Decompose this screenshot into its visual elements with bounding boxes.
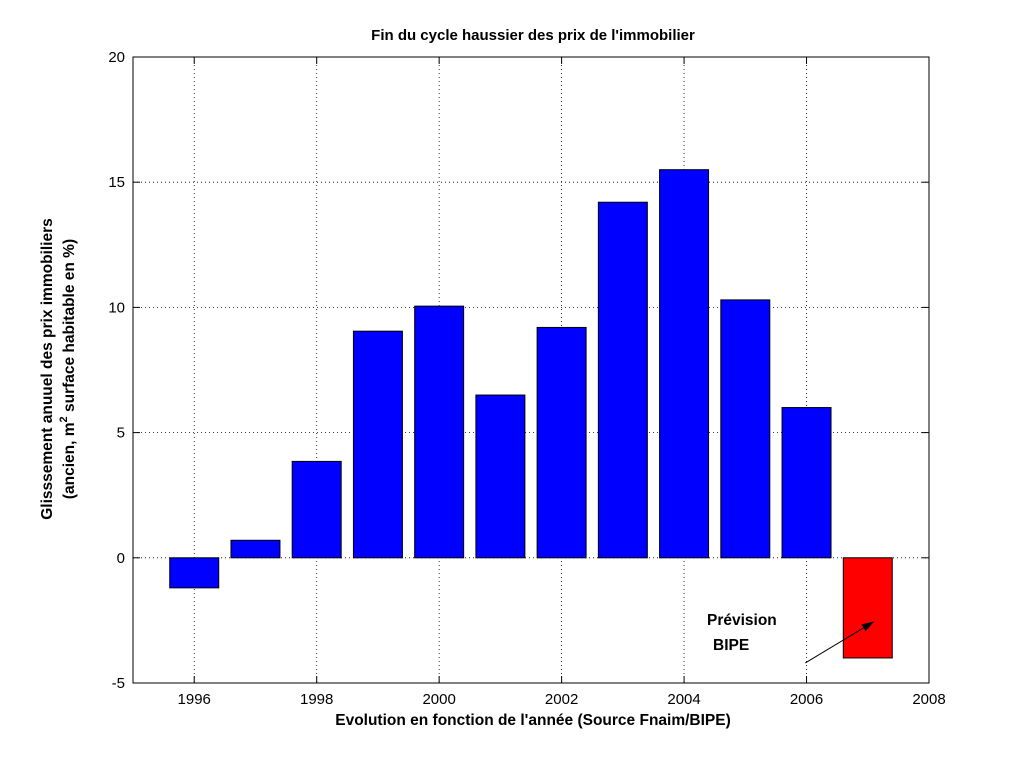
grid-lines [133,56,930,684]
axes-frame [132,56,930,684]
x-tick-label: 2000 [422,691,455,708]
x-tick-label: 2008 [912,691,945,708]
bar-2001 [475,394,526,559]
y-tick-label: -5 [112,675,125,692]
y-axis-label-line2-suffix: surface habitable en %) [61,239,78,416]
bar-2007 [842,557,893,659]
y-axis-label-line2: (ancien, m2 surface habitable en %) [58,239,78,499]
annotation-line1: Prévision [707,612,777,629]
x-tick-label: 2006 [790,691,823,708]
y-axis-label: Glisssement anuuel des prix immobiliers … [39,218,78,520]
bar-1997 [230,539,281,559]
axis-ticks: 1996 1998 2000 2002 2004 2006 2008 -5 0 5 10 15 20 [108,49,945,708]
annotation-arrow-head [861,621,874,632]
y-axis-label-superscript: 2 [58,416,70,422]
x-tick-label: 1998 [300,691,333,708]
y-tick-label: 15 [108,174,125,191]
bar-2002 [536,326,587,559]
bar-2000 [414,305,465,559]
forecast-annotation: Prévision BIPE [707,612,875,664]
y-tick-label: 0 [117,550,125,567]
y-tick-label: 10 [108,299,125,316]
bar-2006 [781,407,832,559]
bar-1999 [352,330,403,559]
bar-1998 [291,460,342,559]
x-axis-label: Evolution en fonction de l'année (Source… [335,712,731,729]
x-tick-label: 1996 [178,691,211,708]
y-axis-label-line1: Glisssement anuuel des prix immobiliers [39,218,56,520]
x-tick-label: 2004 [667,691,700,708]
annotation-line2: BIPE [713,637,749,654]
chart-title: Fin du cycle haussier des prix de l'immo… [371,27,695,44]
y-tick-label: 5 [117,425,125,442]
bar-1996 [169,557,220,589]
bar-2005 [720,299,771,559]
bar-2003 [597,201,648,559]
x-tick-label: 2002 [545,691,578,708]
bar-2004 [659,169,710,559]
annotation-arrow [805,621,875,664]
y-axis-label-line2-prefix: (ancien, m [61,422,78,499]
bars [169,169,893,659]
y-tick-label: 20 [108,49,125,66]
